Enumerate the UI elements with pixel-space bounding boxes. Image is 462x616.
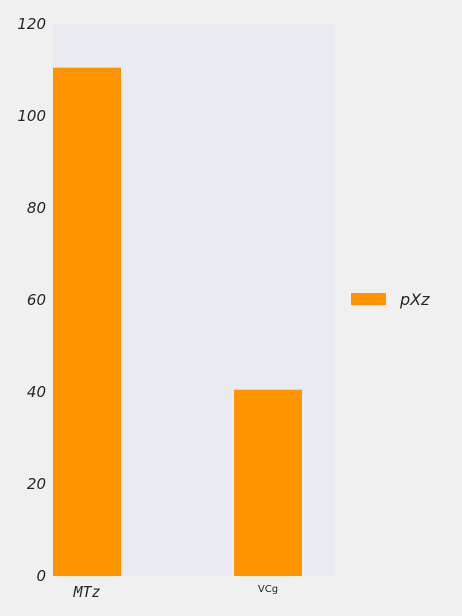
y-tick-label: 60	[27, 291, 46, 309]
x-tick-label: VCg	[258, 584, 278, 595]
bar-VCg	[234, 389, 302, 576]
y-tick-label: 80	[27, 199, 46, 217]
y-axis-ticks: 0 20 40 60 80 100 120	[17, 15, 46, 585]
bars	[53, 67, 302, 576]
legend-label: pXz	[399, 290, 430, 309]
y-tick-label: 100	[17, 107, 46, 125]
legend-swatch	[351, 293, 386, 305]
y-tick-label: 0	[36, 567, 46, 585]
y-tick-label: 120	[17, 15, 46, 33]
bar-MTz	[53, 67, 121, 576]
y-tick-label: 20	[27, 475, 46, 493]
x-tick-label: MTz	[72, 583, 100, 601]
y-tick-label: 40	[27, 383, 46, 401]
x-axis-ticks: MTz VCg	[72, 583, 278, 601]
legend: pXz	[351, 290, 430, 309]
